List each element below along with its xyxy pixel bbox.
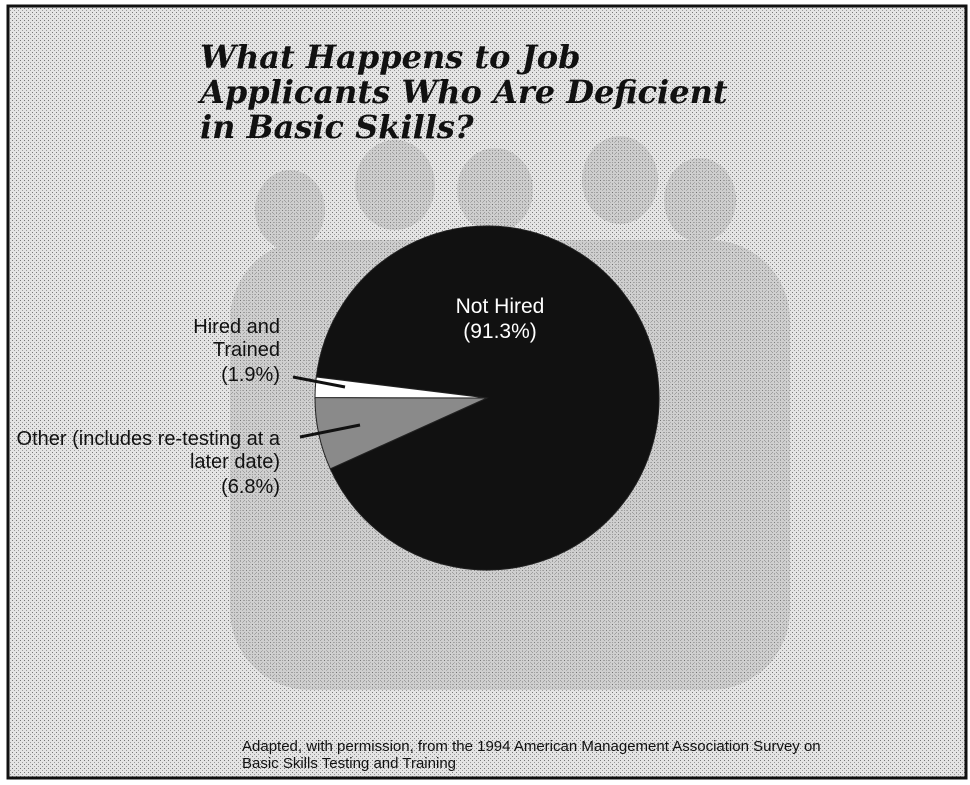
source-note: Adapted, with permission, from the 1994 … [242,738,832,772]
chart-title: What Happens to Job Applicants Who Are D… [200,40,770,145]
value-label: (6.8%) [150,476,280,499]
slice-label: Other (includes re-testing at a later da… [10,428,280,474]
slice-label: Not Hired [400,295,600,318]
page: What Happens to Job Applicants Who Are D… [0,0,970,785]
pie [315,226,659,570]
slice-label: Hired and Trained [150,316,280,362]
value-label: (1.9%) [150,364,280,387]
value-label: (91.3%) [400,320,600,343]
